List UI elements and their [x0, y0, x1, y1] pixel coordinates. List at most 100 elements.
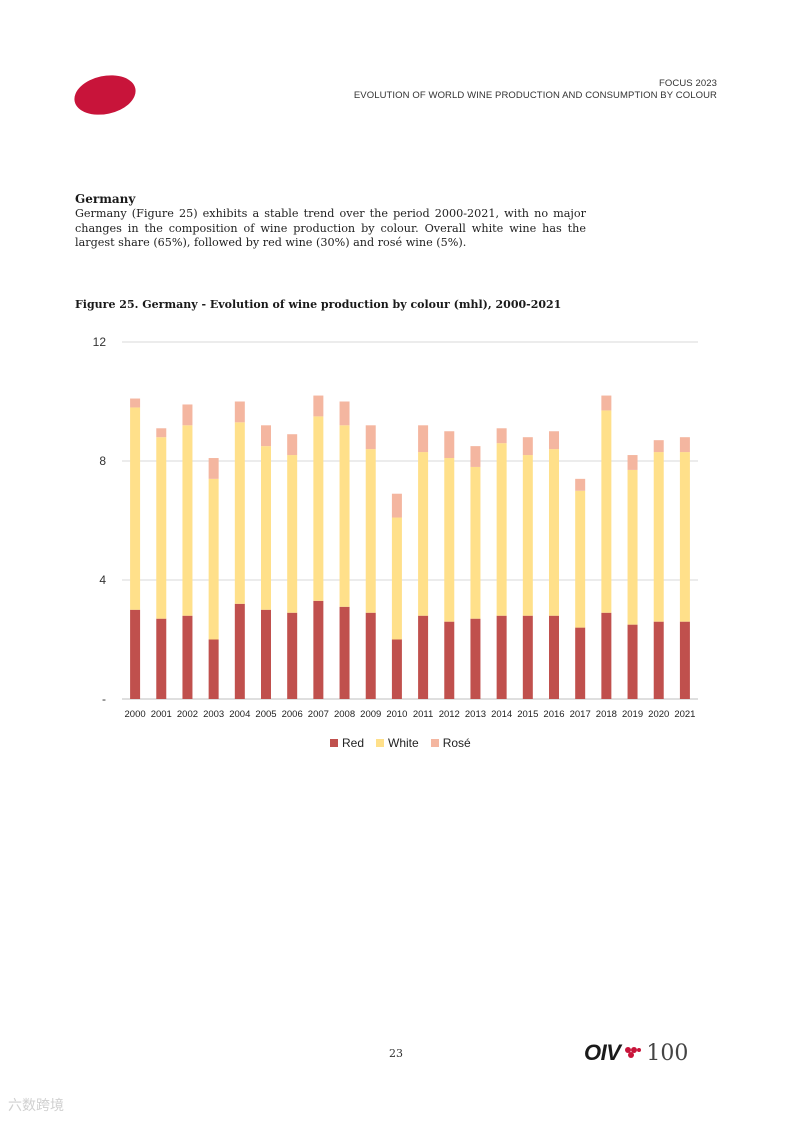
x-tick-label: 2016: [543, 709, 564, 720]
bar-red-2012: [444, 621, 455, 699]
bar-red-2006: [287, 612, 298, 699]
legend-item: White: [376, 736, 419, 750]
page-header: FOCUS 2023 EVOLUTION OF WORLD WINE PRODU…: [354, 78, 717, 102]
bar-red-2004: [234, 603, 245, 699]
bar-white-2006: [287, 455, 298, 613]
bar-red-2015: [522, 615, 533, 699]
bar-rose-2012: [444, 431, 455, 459]
bar-red-2019: [627, 624, 638, 699]
bar-rose-2019: [627, 455, 638, 470]
legend-swatch: [330, 739, 338, 747]
bar-white-2004: [234, 422, 245, 604]
bar-red-2013: [470, 618, 481, 699]
legend-item: Red: [330, 736, 364, 750]
bar-rose-2016: [549, 431, 559, 450]
legend-swatch: [376, 739, 385, 747]
bar-red-2011: [418, 615, 429, 699]
x-tick-label: 2014: [491, 709, 512, 720]
bar-rose-2010: [391, 493, 402, 518]
oiv-logo-number: 100: [646, 1040, 689, 1066]
bar-red-2021: [679, 621, 690, 699]
x-tick-label: 2002: [177, 709, 198, 720]
bar-rose-2002: [182, 404, 193, 426]
bar-red-2001: [156, 618, 167, 699]
bar-red-2014: [496, 615, 507, 699]
stacked-bar-chart: - 4 8 12 2000 2001 2002 2003 2004 2005 2006 2007 200…: [93, 335, 698, 720]
x-tick-label: 2021: [674, 709, 695, 720]
oiv-100-logo: OIV 100: [584, 1040, 688, 1066]
bar-white-2005: [261, 446, 271, 610]
x-tick-label: 2018: [596, 709, 617, 720]
bar-red-2008: [339, 606, 350, 699]
bar-white-2020: [653, 452, 664, 622]
x-tick-label: 2015: [517, 709, 538, 720]
bar-white-2001: [156, 437, 167, 619]
bar-white-2018: [601, 410, 612, 613]
bar-rose-2018: [601, 395, 612, 411]
x-tick-label: 2008: [334, 709, 355, 720]
x-tick-label: 2010: [386, 709, 407, 720]
bar-rose-2001: [156, 428, 167, 438]
bar-rose-2003: [208, 458, 219, 479]
bar-red-2005: [261, 609, 271, 699]
bar-white-2015: [522, 455, 533, 616]
bar-red-2017: [575, 627, 586, 699]
chart-legend: Red White Rosé: [330, 736, 471, 750]
bar-rose-2005: [261, 425, 271, 447]
bar-red-2016: [549, 615, 559, 699]
header-line-2: EVOLUTION OF WORLD WINE PRODUCTION AND C…: [353, 90, 717, 101]
bar-rose-2013: [470, 446, 481, 467]
bar-rose-2021: [679, 437, 690, 453]
bar-rose-2014: [496, 428, 507, 444]
x-tick-label: 2011: [413, 709, 433, 720]
bar-red-2009: [365, 612, 376, 699]
bar-white-2013: [470, 466, 481, 619]
x-tick-label: 2005: [255, 709, 276, 720]
bar-white-2012: [444, 458, 455, 622]
bar-white-2021: [679, 452, 690, 622]
bar-rose-2011: [418, 425, 429, 453]
grape-icon: [625, 1047, 642, 1058]
bar-white-2010: [391, 517, 402, 640]
bar-red-2010: [391, 639, 402, 699]
bar-red-2007: [313, 600, 324, 699]
x-tick-label: 2003: [203, 709, 224, 720]
bar-white-2003: [208, 478, 219, 640]
page-number: 23: [389, 1047, 403, 1060]
bar-rose-2017: [575, 478, 586, 491]
oiv-logo-text: OIV: [584, 1040, 621, 1065]
x-tick-label: 2009: [360, 709, 381, 720]
bar-rose-2020: [653, 440, 664, 453]
y-tick-label: 12: [93, 335, 107, 349]
bar-white-2016: [549, 449, 559, 616]
bar-red-2003: [208, 639, 219, 699]
watermark-text: 六数跨境: [8, 1098, 64, 1114]
bar-white-2017: [575, 490, 586, 628]
y-tick-label: -: [102, 692, 106, 706]
x-tick-label: 2000: [125, 709, 146, 720]
y-tick-label: 4: [99, 573, 106, 587]
section-body: Germany (Figure 25) exhibits a stable tr…: [75, 207, 586, 249]
bar-white-2000: [130, 407, 141, 610]
bar-white-2009: [365, 449, 376, 613]
bar-rose-2008: [339, 401, 350, 426]
x-tick-label: 2020: [648, 709, 669, 720]
section-title: Germany: [75, 192, 136, 206]
legend-label: White: [388, 736, 419, 750]
bar-red-2020: [653, 621, 664, 699]
x-tick-label: 2019: [622, 709, 643, 720]
bar-white-2011: [418, 452, 429, 616]
bar-rose-2006: [287, 434, 298, 456]
legend-label: Red: [342, 736, 365, 750]
bar-rose-2000: [130, 398, 141, 408]
x-tick-label: 2007: [308, 709, 329, 720]
bar-white-2019: [627, 469, 638, 625]
legend-swatch: [430, 739, 439, 747]
legend-label: Rosé: [442, 736, 471, 750]
bar-rose-2004: [234, 401, 245, 423]
bar-red-2000: [130, 609, 141, 699]
x-tick-label: 2004: [229, 709, 250, 720]
y-tick-label: 8: [99, 454, 106, 468]
bar-red-2018: [601, 612, 612, 699]
bar-white-2008: [339, 425, 350, 607]
